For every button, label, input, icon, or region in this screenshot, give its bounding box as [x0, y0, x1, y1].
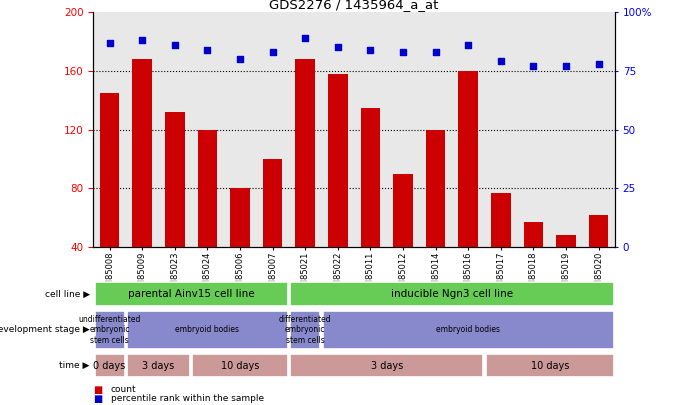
- Point: [430, 49, 441, 55]
- Text: inducible Ngn3 cell line: inducible Ngn3 cell line: [391, 289, 513, 299]
- Point: [234, 56, 245, 62]
- Bar: [290, 282, 614, 306]
- Bar: [100, 93, 120, 247]
- Point: [463, 42, 474, 48]
- Text: percentile rank within the sample: percentile rank within the sample: [111, 394, 264, 403]
- Bar: [165, 112, 184, 247]
- Bar: [491, 193, 511, 247]
- Point: [528, 63, 539, 69]
- Text: 3 days: 3 days: [142, 360, 175, 371]
- Bar: [263, 159, 283, 247]
- Bar: [95, 311, 124, 349]
- Text: development stage ▶: development stage ▶: [0, 325, 90, 335]
- Text: embryoid bodies: embryoid bodies: [436, 325, 500, 335]
- Bar: [230, 188, 250, 247]
- Point: [267, 49, 278, 55]
- Point: [202, 47, 213, 53]
- Bar: [290, 311, 320, 349]
- Text: ■: ■: [93, 394, 102, 404]
- Text: cell line ▶: cell line ▶: [45, 290, 90, 299]
- Bar: [323, 311, 614, 349]
- Text: 0 days: 0 days: [93, 360, 126, 371]
- Text: undifferentiated
embryonic
stem cells: undifferentiated embryonic stem cells: [78, 315, 141, 345]
- Bar: [198, 130, 217, 247]
- Text: 3 days: 3 days: [370, 360, 403, 371]
- Bar: [556, 235, 576, 247]
- Point: [593, 61, 604, 67]
- Text: differentiated
embryonic
stem cells: differentiated embryonic stem cells: [279, 315, 332, 345]
- Point: [300, 35, 311, 41]
- Text: 10 days: 10 days: [221, 360, 259, 371]
- Text: embryoid bodies: embryoid bodies: [176, 325, 239, 335]
- Bar: [459, 71, 478, 247]
- Point: [104, 39, 115, 46]
- Bar: [361, 108, 380, 247]
- Bar: [486, 354, 614, 377]
- Bar: [127, 354, 190, 377]
- Text: 10 days: 10 days: [531, 360, 569, 371]
- Text: ■: ■: [93, 385, 102, 394]
- Bar: [95, 354, 124, 377]
- Bar: [133, 59, 152, 247]
- Bar: [290, 354, 483, 377]
- Title: GDS2276 / 1435964_a_at: GDS2276 / 1435964_a_at: [269, 0, 439, 11]
- Point: [397, 49, 408, 55]
- Point: [169, 42, 180, 48]
- Text: parental Ainv15 cell line: parental Ainv15 cell line: [128, 289, 254, 299]
- Bar: [589, 215, 609, 247]
- Point: [332, 44, 343, 51]
- Bar: [426, 130, 446, 247]
- Point: [137, 37, 148, 44]
- Point: [365, 47, 376, 53]
- Point: [495, 58, 507, 65]
- Bar: [192, 354, 287, 377]
- Bar: [95, 282, 287, 306]
- Bar: [524, 222, 543, 247]
- Bar: [127, 311, 287, 349]
- Bar: [296, 59, 315, 247]
- Bar: [393, 174, 413, 247]
- Text: count: count: [111, 385, 136, 394]
- Text: time ▶: time ▶: [59, 361, 90, 370]
- Point: [560, 63, 571, 69]
- Bar: [328, 74, 348, 247]
